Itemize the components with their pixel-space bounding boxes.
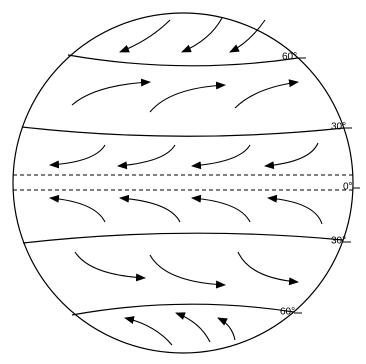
latitude-line [22,127,344,136]
globe [13,13,353,353]
wind-arrow [268,198,322,224]
wind-arrow [120,20,170,52]
latitude-label: 0° [343,182,353,193]
polar-easterlies-north [120,18,265,52]
wind-arrow [118,145,175,166]
wind-arrow [75,252,145,278]
latitude-line [68,55,298,66]
latitude-line [23,233,343,243]
latitude-line [72,304,294,315]
wind-arrow [50,198,105,222]
wind-arrow [125,318,172,345]
westerlies-south [75,252,298,285]
wind-arrow [50,145,105,165]
wind-arrow [176,313,210,342]
wind-arrow [182,18,222,52]
wind-arrow [230,20,265,52]
wind-arrow [238,252,298,282]
wind-arrow [72,82,150,105]
wind-diagram: 60° 30° 0° 30° 60° [0,0,366,364]
westerlies-north [72,82,298,112]
latitude-label: 60° [280,307,295,318]
wind-arrow [235,82,298,108]
latitude-label: 60° [282,52,297,63]
latitude-label: 30° [331,236,346,247]
latitude-label: 30° [331,122,346,133]
wind-arrow [192,198,250,222]
trade-winds-north [50,143,318,166]
wind-arrow [150,85,225,112]
wind-arrow [218,318,235,340]
wind-arrow [265,143,318,166]
trade-winds-south [50,198,322,224]
wind-arrow [192,145,250,166]
polar-easterlies-south [125,313,235,345]
wind-arrow [120,198,180,222]
wind-arrow [150,255,225,285]
